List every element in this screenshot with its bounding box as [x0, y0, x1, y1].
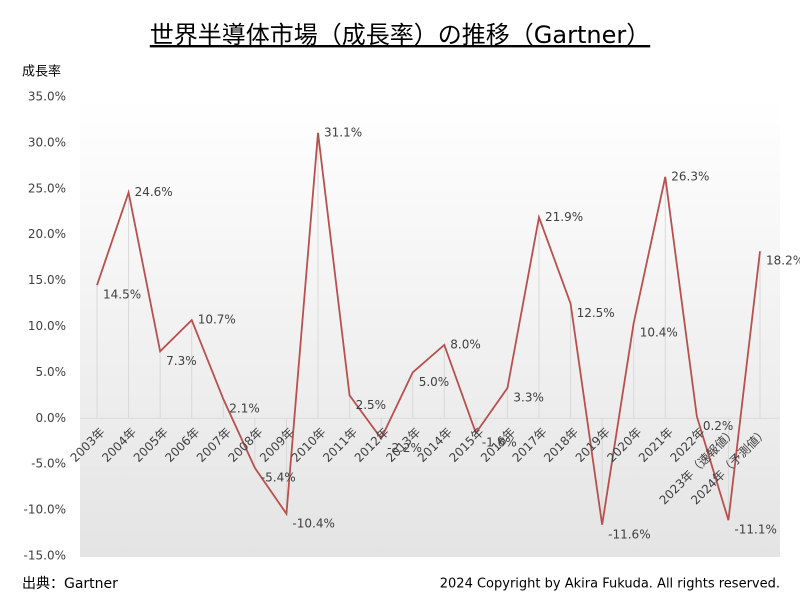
data-label: 3.3%: [513, 391, 544, 405]
y-tick-label: 0.0%: [36, 411, 67, 425]
data-label: 31.1%: [324, 125, 362, 139]
data-label: 18.2%: [766, 254, 800, 268]
data-label: -11.6%: [608, 527, 650, 541]
y-tick-label: 5.0%: [36, 365, 67, 379]
data-label: -1.6%: [482, 435, 517, 449]
y-tick-label: -5.0%: [31, 457, 66, 471]
data-label: -11.1%: [734, 523, 776, 537]
data-label: -2.2%: [387, 441, 422, 455]
data-line: [96, 132, 761, 525]
data-label: 14.5%: [103, 288, 141, 302]
data-label: 10.4%: [640, 325, 678, 339]
y-tick-label: -10.0%: [24, 503, 66, 517]
plot-background: [80, 97, 780, 557]
y-tick-label: 25.0%: [28, 181, 66, 195]
data-label: 2.5%: [356, 398, 387, 412]
data-label: 0.2%: [703, 419, 734, 433]
data-label: -5.4%: [261, 470, 296, 484]
data-label: 7.3%: [166, 354, 197, 368]
y-tick-label: 10.0%: [28, 319, 66, 333]
data-label: -10.4%: [292, 516, 334, 530]
data-label: 2.1%: [229, 402, 259, 416]
y-tick-label: -15.0%: [24, 549, 66, 563]
data-label: 21.9%: [545, 210, 583, 224]
y-axis-label: 成長率: [22, 64, 61, 80]
source: 出典：Gartner: [22, 576, 118, 592]
y-tick-label: 20.0%: [28, 227, 66, 241]
data-label: 12.5%: [577, 306, 615, 320]
y-tick-label: 15.0%: [28, 273, 66, 287]
data-label: 24.6%: [135, 185, 173, 199]
y-tick-label: 35.0%: [28, 90, 66, 104]
data-label: 26.3%: [671, 169, 709, 183]
copyright: 2024 Copyright by Akira Fukuda. All righ…: [440, 577, 780, 592]
y-tick-label: 30.0%: [28, 135, 66, 149]
data-label: 10.7%: [198, 313, 236, 327]
chart-title: 世界半導体市場（成長率）の推移（Gartner）: [150, 21, 650, 49]
data-label: 8.0%: [450, 337, 481, 351]
data-label: 5.0%: [419, 375, 450, 389]
